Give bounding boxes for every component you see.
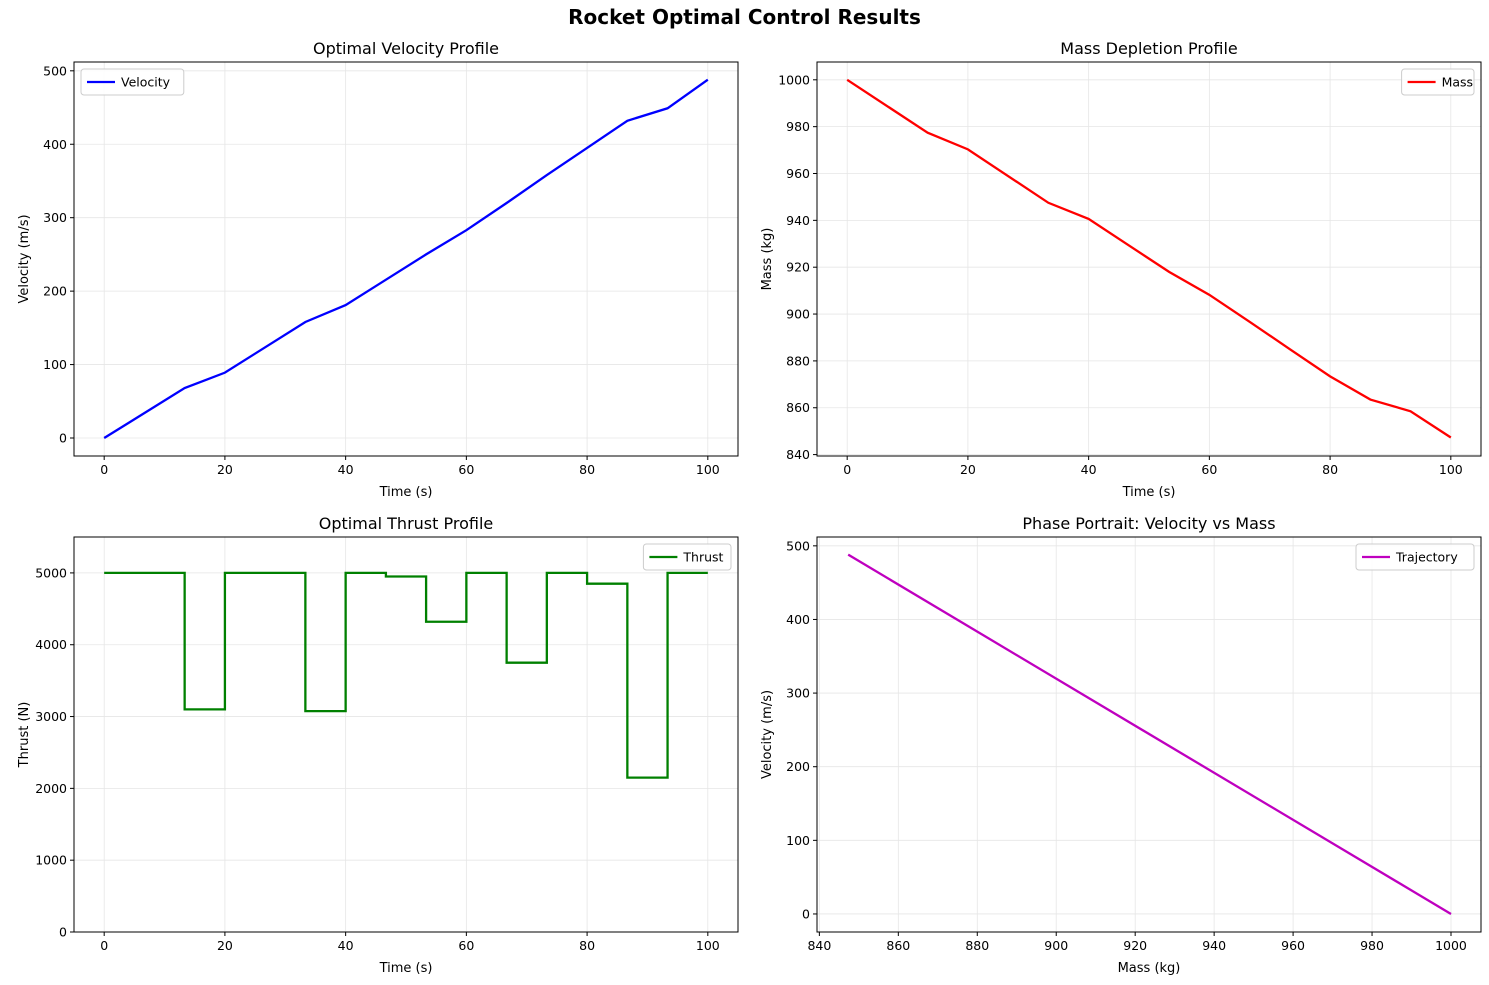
y-tick-label: 300 — [43, 210, 67, 225]
y-tick-label: 200 — [786, 759, 810, 774]
y-tick-label: 400 — [786, 612, 810, 627]
y-tick-label: 300 — [786, 686, 810, 701]
legend: Velocity — [80, 68, 185, 96]
y-tick-label: 0 — [59, 431, 67, 446]
series-line-trajectory — [847, 553, 1452, 915]
y-tick-label: 100 — [43, 357, 67, 372]
subplot-2: 0 20 40 60 80 100 840 860 880 900 920 940 960 980 1000… — [760, 39, 1482, 500]
x-tick-label: 60 — [458, 938, 474, 953]
axes-frame — [816, 61, 1482, 457]
y-axis-label: Thrust (N) — [17, 702, 32, 769]
y-tick-label: 5000 — [35, 565, 67, 580]
x-tick-label: 80 — [1322, 462, 1338, 477]
x-axis-label: Time (s) — [379, 961, 433, 976]
x-tick-label: 980 — [1360, 938, 1384, 953]
y-tick-label: 4000 — [35, 637, 67, 652]
y-tick-label: 0 — [802, 906, 810, 921]
y-tick-label: 880 — [786, 353, 810, 368]
legend-label: Mass — [1442, 75, 1473, 90]
legend-box — [642, 543, 732, 571]
subplot-title: Optimal Velocity Profile — [313, 39, 499, 58]
x-tick-label: 20 — [217, 938, 233, 953]
x-tick-label: 940 — [1202, 938, 1226, 953]
legend-box — [1401, 68, 1475, 96]
y-tick-label: 960 — [786, 166, 810, 181]
legend-label: Thrust — [682, 550, 723, 565]
x-tick-label: 860 — [886, 938, 910, 953]
subplot-1: 0 20 40 60 80 100 0 100 200 300 400 500 Optimal Velo… — [17, 39, 739, 500]
figure-title: Rocket Optimal Control Results — [568, 5, 921, 29]
series-line-mass — [846, 78, 1452, 439]
x-tick-label: 920 — [1123, 938, 1147, 953]
x-tick-label: 0 — [100, 938, 108, 953]
x-tick-label: 880 — [965, 938, 989, 953]
x-axis-label: Time (s) — [1122, 485, 1176, 500]
x-tick-label: 20 — [960, 462, 976, 477]
axes-frame — [73, 536, 739, 933]
subplot-title: Mass Depletion Profile — [1060, 39, 1237, 58]
y-tick-label: 840 — [786, 447, 810, 462]
y-tick-label: 3000 — [35, 709, 67, 724]
y-axis-label: Mass (kg) — [760, 228, 775, 291]
x-tick-label: 40 — [1081, 462, 1097, 477]
legend-label: Velocity — [121, 75, 171, 90]
legend: Thrust — [642, 543, 732, 571]
x-tick-label: 40 — [338, 938, 354, 953]
subplot-title: Optimal Thrust Profile — [319, 514, 493, 533]
x-tick-label: 840 — [807, 938, 831, 953]
y-tick-label: 940 — [786, 213, 810, 228]
x-tick-label: 0 — [843, 462, 851, 477]
y-tick-label: 500 — [786, 538, 810, 553]
x-tick-label: 960 — [1281, 938, 1305, 953]
x-tick-label: 1000 — [1435, 938, 1467, 953]
x-axis-label: Time (s) — [379, 485, 433, 500]
x-tick-label: 20 — [217, 462, 233, 477]
y-tick-label: 1000 — [778, 72, 810, 87]
x-tick-label: 60 — [458, 462, 474, 477]
y-tick-label: 860 — [786, 400, 810, 415]
x-tick-label: 100 — [1439, 462, 1463, 477]
y-axis-label: Velocity (m/s) — [17, 214, 32, 303]
axes-frame — [816, 536, 1482, 933]
y-axis-label: Velocity (m/s) — [760, 690, 775, 779]
subplot-4: 840 860 880 900 920 940 960 980 1000 0 100 200 300 40… — [760, 514, 1482, 976]
legend-box — [1355, 543, 1475, 571]
legend-box — [80, 68, 185, 96]
y-tick-label: 500 — [43, 63, 67, 78]
x-tick-label: 0 — [100, 462, 108, 477]
subplot-3: 0 20 40 60 80 100010002000300040005000Optimal… — [17, 514, 739, 976]
y-tick-label: 980 — [786, 119, 810, 134]
x-tick-label: 100 — [696, 462, 720, 477]
y-tick-label: 2000 — [35, 781, 67, 796]
legend: Mass — [1401, 68, 1475, 96]
x-tick-label: 40 — [338, 462, 354, 477]
subplot-title: Phase Portrait: Velocity vs Mass — [1022, 514, 1275, 533]
y-tick-label: 0 — [59, 925, 67, 940]
series-line-thrust — [104, 571, 708, 779]
x-tick-label: 900 — [1044, 938, 1068, 953]
y-tick-label: 400 — [43, 137, 67, 152]
x-tick-label: 80 — [579, 938, 595, 953]
x-axis-label: Mass (kg) — [1118, 961, 1181, 976]
y-tick-label: 100 — [786, 833, 810, 848]
series-line-velocity — [103, 78, 709, 439]
axes-frame — [73, 61, 739, 457]
x-tick-label: 100 — [696, 938, 720, 953]
y-tick-label: 1000 — [35, 853, 67, 868]
y-tick-label: 920 — [786, 260, 810, 275]
legend: Trajectory — [1355, 543, 1475, 571]
y-tick-label: 200 — [43, 284, 67, 299]
x-tick-label: 80 — [579, 462, 595, 477]
x-tick-label: 60 — [1201, 462, 1217, 477]
y-tick-label: 900 — [786, 307, 810, 322]
legend-label: Trajectory — [1395, 550, 1458, 565]
